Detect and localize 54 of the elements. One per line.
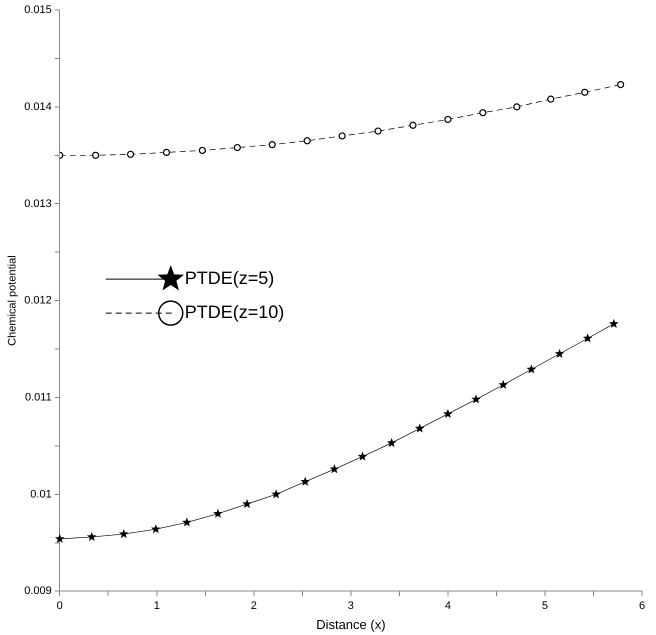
point (526, 364, 536, 374)
point (479, 109, 486, 116)
point (54, 534, 64, 543)
point (609, 318, 619, 328)
point (198, 146, 206, 154)
y-tick-label: 0.013 (24, 198, 52, 210)
point (182, 517, 192, 526)
y-tick-label: 0.014 (24, 100, 52, 113)
y-tick-label: 0.01 (30, 488, 52, 500)
x-tick-label: 3 (348, 600, 354, 612)
point (271, 489, 281, 498)
point (162, 148, 170, 156)
point (151, 524, 161, 534)
point (498, 380, 508, 389)
y-tick-label: 0.011 (25, 392, 52, 404)
point (300, 476, 310, 486)
point (617, 80, 624, 88)
x-tick-label: 0 (56, 600, 63, 612)
point (330, 464, 340, 474)
point (234, 144, 241, 152)
y-axis-title: Chemical potential (6, 255, 19, 346)
point (409, 122, 417, 129)
point (86, 532, 97, 541)
point (443, 408, 453, 418)
point (547, 96, 554, 103)
point (581, 88, 588, 96)
point (338, 132, 346, 140)
point (119, 529, 129, 538)
point (554, 348, 564, 358)
y-tick-label: 0.012 (24, 294, 52, 307)
point (582, 333, 592, 342)
x-tick-label: 5 (542, 600, 548, 612)
legend-label: PTDE(z=5) (184, 268, 274, 288)
point (374, 127, 382, 135)
x-tick-label: 4 (444, 600, 451, 612)
x-axis-title: Distance (x) (316, 616, 386, 632)
point (126, 150, 134, 158)
point (513, 103, 520, 110)
point (386, 438, 396, 448)
y-tick-label: 0.015 (24, 4, 52, 16)
point (213, 508, 223, 518)
point (358, 452, 368, 461)
point (242, 499, 252, 508)
point (415, 423, 425, 433)
point (304, 137, 311, 144)
point (471, 394, 481, 404)
point (444, 116, 452, 124)
x-tick-label: 2 (250, 600, 257, 612)
legend-label: PTDE(z=10) (184, 302, 284, 322)
x-tick-label: 6 (638, 600, 646, 612)
point (268, 141, 276, 148)
x-tick-label: 1 (154, 600, 160, 612)
point (92, 152, 100, 159)
y-tick-label: 0.009 (24, 585, 52, 598)
